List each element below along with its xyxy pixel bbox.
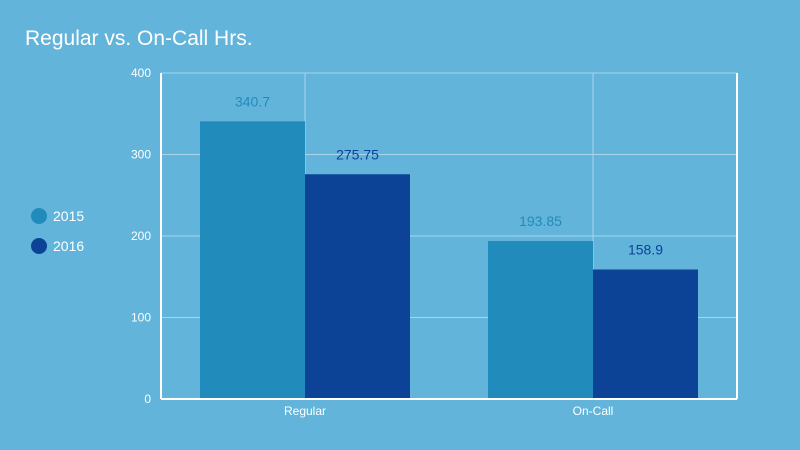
legend: 2015 2016	[31, 201, 84, 261]
y-tick-label: 100	[131, 311, 151, 325]
legend-label-2016: 2016	[53, 238, 85, 254]
y-tick-label: 200	[131, 229, 151, 243]
y-tick-label: 400	[131, 66, 151, 80]
bar-2015-regular	[200, 121, 305, 399]
legend-item-2015[interactable]: 2015	[31, 201, 84, 231]
legend-label-2015: 2015	[53, 208, 85, 224]
y-tick-label: 0	[144, 392, 151, 406]
legend-swatch-2015	[31, 208, 47, 224]
data-label-2016-on-call: 158.9	[628, 241, 663, 257]
bar-2016-on-call	[593, 269, 698, 399]
chart-title: Regular vs. On-Call Hrs.	[25, 27, 253, 50]
legend-item-2016[interactable]: 2016	[31, 231, 84, 261]
x-tick-label: On-Call	[573, 404, 614, 418]
bar-2016-regular	[305, 174, 410, 399]
x-tick-label: Regular	[284, 404, 326, 418]
legend-swatch-2016	[31, 238, 47, 254]
y-tick-label: 300	[131, 148, 151, 162]
data-label-2016-regular: 275.75	[336, 146, 379, 162]
data-label-2015-on-call: 193.85	[519, 213, 562, 229]
data-label-2015-regular: 340.7	[235, 93, 270, 109]
bar-2015-on-call	[488, 241, 593, 399]
